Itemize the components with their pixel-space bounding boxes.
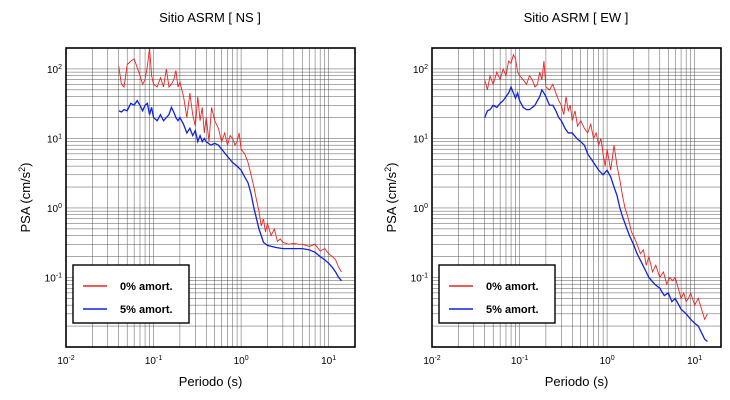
x-axis-label: Periodo (s) <box>545 374 609 389</box>
x-tick-label: 10-1 <box>145 355 162 367</box>
legend-label-amort-0: 0% amort. <box>120 281 173 293</box>
plot-frame <box>65 47 356 348</box>
legend: 0% amort. 5% amort. <box>438 264 556 324</box>
y-axis-label: PSA (cm/s2) <box>17 162 33 232</box>
x-tick-label: 100 <box>234 355 249 367</box>
legend-box <box>438 264 556 324</box>
legend-label-amort-5: 5% amort. <box>486 304 539 316</box>
y-axis-label: PSA (cm/s2) <box>383 162 399 232</box>
x-tick-label: 100 <box>600 355 615 367</box>
y-tick-label: 102 <box>413 64 428 76</box>
x-axis-label: Periodo (s) <box>179 374 243 389</box>
grid-lines <box>65 47 356 348</box>
y-tick-label: 101 <box>47 133 62 145</box>
chart-panel-ns: Sitio ASRM [ NS ] 10-2 10-1 100 101 10-1 100 10… <box>17 10 356 389</box>
series-line-amort-5 <box>484 85 708 342</box>
series-line-amort-0 <box>484 53 708 321</box>
y-tick-label: 10-1 <box>411 272 428 284</box>
legend-label-amort-0: 0% amort. <box>486 281 539 293</box>
series-line-amort-5 <box>118 99 342 282</box>
legend-label-amort-5: 5% amort. <box>120 304 173 316</box>
x-tick-label: 101 <box>687 355 702 367</box>
legend-box <box>72 264 190 324</box>
legend: 0% amort. 5% amort. <box>72 264 190 324</box>
chart-title: Sitio ASRM [ EW ] <box>524 10 629 25</box>
y-tick-label: 10-1 <box>45 272 62 284</box>
y-tick-label: 102 <box>47 64 62 76</box>
y-tick-label: 100 <box>47 203 62 215</box>
chart-title: Sitio ASRM [ NS ] <box>159 10 261 25</box>
x-tick-label: 10-1 <box>511 355 528 367</box>
x-tick-label: 10-2 <box>423 355 440 367</box>
series-line-amort-0 <box>118 48 342 273</box>
x-tick-label: 101 <box>321 355 336 367</box>
plot-frame <box>431 47 722 348</box>
chart-panel-ew: Sitio ASRM [ EW ] 10-2 10-1 100 101 10-1 100 10… <box>383 10 722 389</box>
x-tick-label: 10-2 <box>57 355 74 367</box>
y-tick-label: 101 <box>413 133 428 145</box>
y-tick-label: 100 <box>413 203 428 215</box>
